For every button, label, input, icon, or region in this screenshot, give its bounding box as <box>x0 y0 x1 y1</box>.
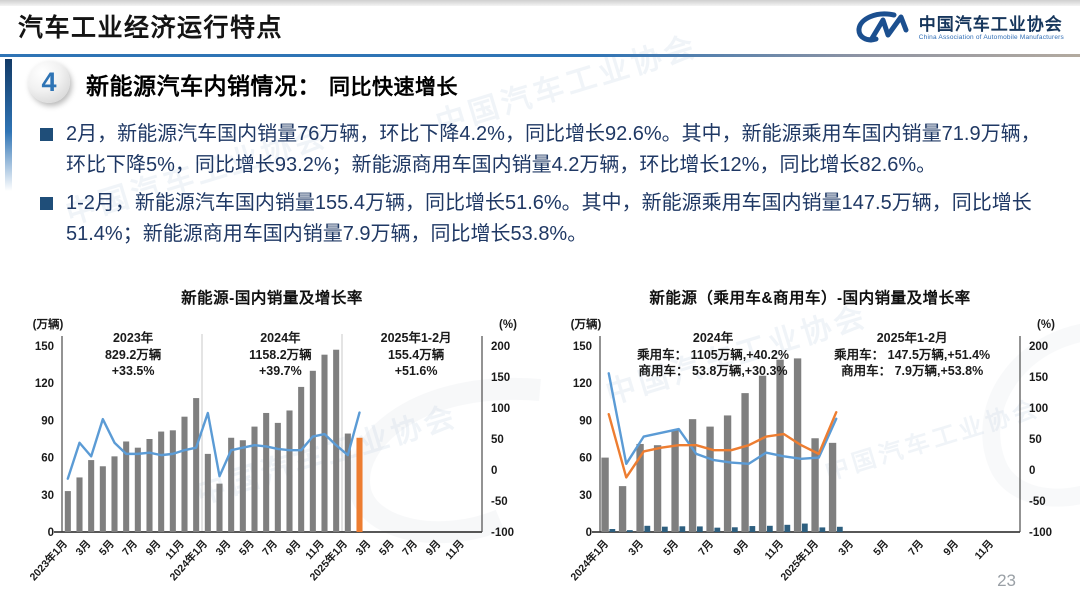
svg-text:-100: -100 <box>1029 527 1052 539</box>
bullet-item: 1-2月，新能源汽车国内销量155.4万辆，同比增长51.6%。其中，新能源乘用… <box>40 188 1056 250</box>
svg-text:2023年1月: 2023年1月 <box>27 537 70 583</box>
svg-text:50: 50 <box>491 434 504 446</box>
bullet-text: 1-2月，新能源汽车国内销量155.4万辆，同比增长51.6%。其中，新能源乘用… <box>66 192 1032 245</box>
svg-text:30: 30 <box>41 490 54 502</box>
svg-text:150: 150 <box>573 341 592 353</box>
svg-text:7月: 7月 <box>906 538 926 558</box>
nev-total-chart-canvas: 0 30 60 90 120 150 -100 -50 0 50 100 150 200 (万辆) (%) 2… <box>27 317 517 583</box>
svg-text:-50: -50 <box>1029 496 1046 508</box>
svg-text:150: 150 <box>35 341 54 353</box>
svg-text:0: 0 <box>491 465 497 477</box>
svg-text:(%): (%) <box>499 319 517 331</box>
page-number: 23 <box>997 571 1016 590</box>
svg-text:9月: 9月 <box>424 538 444 558</box>
svg-text:5月: 5月 <box>377 538 397 558</box>
svg-text:120: 120 <box>573 378 592 390</box>
svg-text:90: 90 <box>41 415 54 427</box>
chart-nev-pv-cv: 新能源（乘用车&商用车）-国内销量及增长率 0 30 60 90 120 150 -100 -… <box>548 288 1072 604</box>
svg-text:7月: 7月 <box>400 538 420 558</box>
svg-text:60: 60 <box>579 453 592 465</box>
chart-annotation-2023: 2023年 829.2万辆 +33.5% <box>104 331 162 378</box>
svg-text:5月: 5月 <box>871 538 891 558</box>
svg-text:3月: 3月 <box>626 538 646 558</box>
nev-pv-cv-chart-canvas: 0 30 60 90 120 150 -100 -50 0 50 100 150 200 (万辆) (%) 2… <box>568 317 1055 583</box>
chart-plot-area: 0 30 60 90 120 150 -100 -50 0 50 100 150 200 (万辆) (%) 2… <box>10 312 534 603</box>
svg-text:7月: 7月 <box>260 538 280 558</box>
bullet-list: 2月，新能源汽车国内销量76万辆，环比下降4.2%，同比增长92.6%。其中，新… <box>40 119 1056 257</box>
section-heading: 新能源汽车内销情况： 同比快速增长 <box>86 67 458 101</box>
svg-text:90: 90 <box>579 415 592 427</box>
svg-text:11月: 11月 <box>443 538 466 562</box>
chart-title: 新能源（乘用车&商用车）-国内销量及增长率 <box>649 290 971 307</box>
svg-text:0: 0 <box>1029 465 1035 477</box>
svg-text:7月: 7月 <box>696 538 716 558</box>
org-name-en: China Association of Automobile Manufact… <box>918 33 1064 41</box>
svg-text:-100: -100 <box>491 527 514 539</box>
svg-text:11月: 11月 <box>973 538 996 562</box>
caam-logo: 中国汽车工业协会 China Association of Automobile… <box>854 9 1064 47</box>
svg-text:120: 120 <box>35 378 54 390</box>
section-subtitle: 同比快速增长 <box>329 76 458 99</box>
svg-text:3月: 3月 <box>214 538 234 558</box>
bullet-item: 2月，新能源汽车国内销量76万辆，环比下降4.2%，同比增长92.6%。其中，新… <box>40 119 1056 181</box>
svg-text:150: 150 <box>491 372 510 384</box>
page-title: 汽车工业经济运行特点 <box>18 14 284 42</box>
title-divider <box>0 54 1080 57</box>
svg-text:100: 100 <box>1029 403 1048 415</box>
left-accent-bar <box>5 59 12 191</box>
svg-text:(万辆): (万辆) <box>33 317 64 331</box>
chart-annotation-2025: 2025年1-2月 乘用车： 147.5万辆,+51.4% 商用车： 7.9万辆… <box>834 331 991 378</box>
svg-text:150: 150 <box>1029 372 1048 384</box>
svg-text:30: 30 <box>579 490 592 502</box>
section-number-badge: 4 <box>28 61 70 103</box>
chart-annotation-2025: 2025年1-2月 155.4万辆 +51.6% <box>380 331 452 378</box>
svg-text:(万辆): (万辆) <box>571 317 602 331</box>
svg-text:100: 100 <box>491 403 510 415</box>
bullet-text: 2月，新能源汽车国内销量76万辆，环比下降4.2%，同比增长92.6%。其中，新… <box>66 123 1041 176</box>
svg-text:5月: 5月 <box>237 538 257 558</box>
bullet-square-icon <box>40 197 53 210</box>
svg-text:5月: 5月 <box>97 538 117 558</box>
svg-text:50: 50 <box>1029 434 1042 446</box>
svg-text:60: 60 <box>41 453 54 465</box>
svg-text:2024年1月: 2024年1月 <box>568 537 611 583</box>
svg-text:200: 200 <box>1029 341 1048 353</box>
org-name-cn: 中国汽车工业协会 <box>918 14 1063 34</box>
chart-plot-area: 0 30 60 90 120 150 -100 -50 0 50 100 150 200 (万辆) (%) 2… <box>548 312 1072 603</box>
svg-text:2025年1月: 2025年1月 <box>778 537 821 583</box>
chart-nev-total: 新能源-国内销量及增长率 0 30 60 90 120 150 -100 -50 0 50 100 1… <box>10 288 534 604</box>
svg-text:3月: 3月 <box>354 538 374 558</box>
svg-text:0: 0 <box>48 527 54 539</box>
chart-annotation-2024: 2024年 1158.2万辆 +39.7% <box>249 331 312 378</box>
chart-annotation-2024: 2024年 乘用车： 1105万辆,+40.2% 商用车： 53.8万辆,+30… <box>637 331 789 378</box>
section-title: 新能源汽车内销情况： <box>86 73 321 99</box>
top-edge-strip <box>0 0 1080 6</box>
svg-text:3月: 3月 <box>74 538 94 558</box>
svg-text:9月: 9月 <box>284 538 304 558</box>
svg-text:-50: -50 <box>491 496 508 508</box>
svg-text:9月: 9月 <box>941 538 961 558</box>
svg-text:3月: 3月 <box>836 538 856 558</box>
svg-text:11月: 11月 <box>763 538 786 562</box>
svg-text:5月: 5月 <box>661 538 681 558</box>
svg-text:9月: 9月 <box>731 538 751 558</box>
caam-logo-icon <box>856 11 909 43</box>
svg-text:7月: 7月 <box>120 538 140 558</box>
bullet-square-icon <box>40 128 53 141</box>
svg-text:200: 200 <box>491 341 510 353</box>
svg-text:9月: 9月 <box>144 538 164 558</box>
svg-text:0: 0 <box>586 527 592 539</box>
caam-logo-text: 中国汽车工业协会 China Association of Automobile… <box>919 15 1064 42</box>
chart-title: 新能源-国内销量及增长率 <box>181 290 363 307</box>
svg-text:(%): (%) <box>1037 319 1055 331</box>
